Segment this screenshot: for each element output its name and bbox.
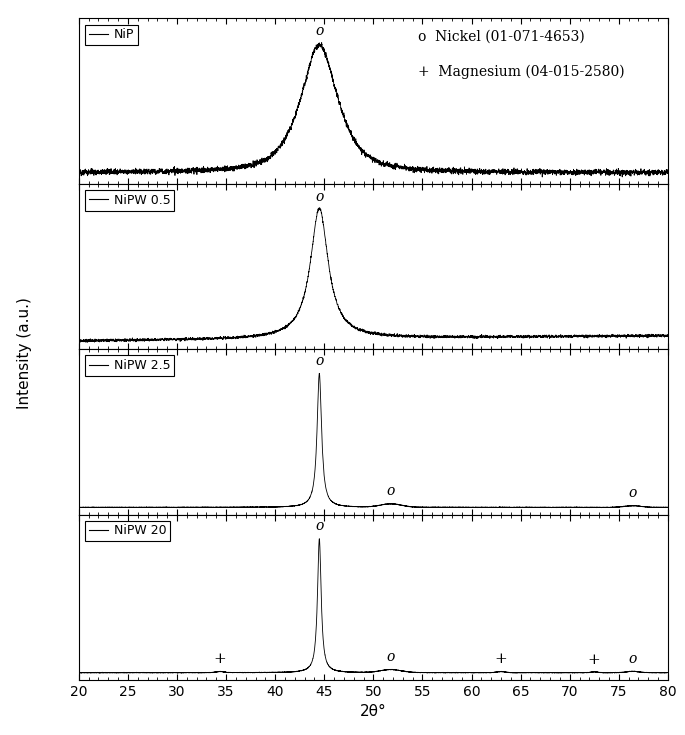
Text: o: o — [315, 354, 323, 368]
Text: +: + — [214, 653, 227, 667]
Legend: NiP: NiP — [85, 25, 138, 45]
Text: o: o — [628, 652, 637, 666]
Text: o: o — [387, 484, 395, 498]
Text: o: o — [315, 520, 323, 534]
X-axis label: 2θ°: 2θ° — [360, 704, 387, 720]
Text: +: + — [495, 652, 508, 666]
Text: Intensity (a.u.): Intensity (a.u.) — [17, 297, 32, 409]
Text: o  Nickel (01-071-4653): o Nickel (01-071-4653) — [417, 30, 584, 44]
Legend: NiPW 20: NiPW 20 — [85, 521, 170, 541]
Text: o: o — [315, 24, 323, 37]
Legend: NiPW 2.5: NiPW 2.5 — [85, 356, 174, 376]
Text: o: o — [628, 487, 637, 501]
Text: o: o — [387, 650, 395, 664]
Text: +  Magnesium (04-015-2580): + Magnesium (04-015-2580) — [417, 65, 624, 79]
Legend: NiPW 0.5: NiPW 0.5 — [85, 190, 174, 210]
Text: o: o — [315, 190, 323, 204]
Text: +: + — [588, 653, 601, 667]
